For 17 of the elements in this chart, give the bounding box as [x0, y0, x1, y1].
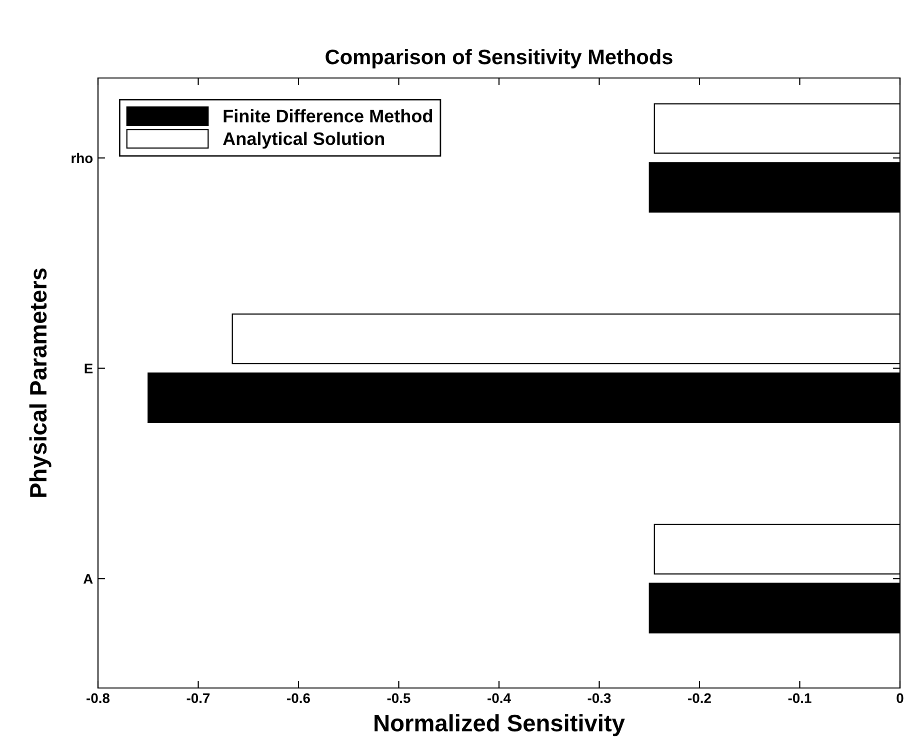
- chart-title: Comparison of Sensitivity Methods: [326, 49, 672, 68]
- x-tick-label: -0.2: [688, 693, 711, 704]
- legend-label: Analytical Solution: [223, 132, 384, 149]
- x-axis-title: Normalized Sensitivity: [374, 714, 625, 736]
- x-tick-label: -0.1: [788, 693, 812, 704]
- x-tick-label: -0.7: [186, 693, 210, 704]
- y-tick-label: A: [83, 574, 93, 584]
- x-tick-label: -0.8: [86, 693, 110, 704]
- y-tick-label: rho: [72, 152, 93, 164]
- x-tick-label: -0.5: [387, 693, 410, 704]
- x-tick-label: -0.3: [588, 693, 611, 704]
- y-axis-title: Physical Parameters: [29, 268, 52, 497]
- x-tick-label: 0: [896, 693, 904, 704]
- y-tick-label: E: [84, 364, 93, 374]
- legend-label: Finite Difference Method: [224, 109, 432, 122]
- x-tick-label: -0.4: [488, 693, 511, 704]
- x-tick-label: -0.6: [287, 693, 310, 704]
